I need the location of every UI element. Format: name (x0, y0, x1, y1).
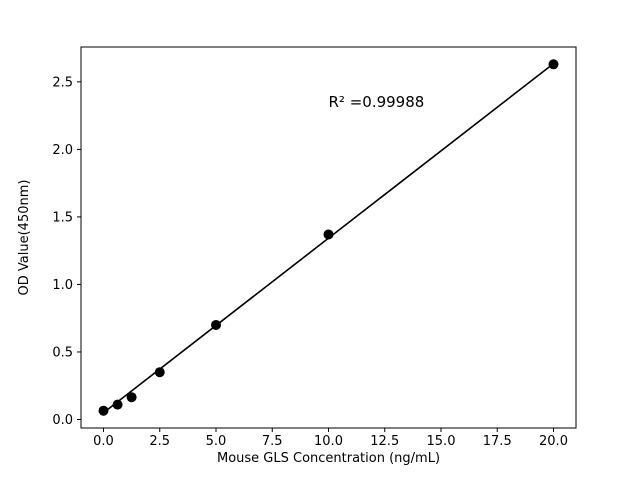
x-axis-label: Mouse GLS Concentration (ng/mL) (217, 451, 440, 466)
data-point (154, 367, 165, 378)
r-squared-annotation: R² =0.99988 (329, 93, 425, 111)
x-tick-label: 7.5 (262, 434, 283, 449)
y-tick-label: 1.0 (52, 278, 73, 293)
x-tick-label: 20.0 (539, 434, 568, 449)
x-tick-label: 5.0 (206, 434, 227, 449)
x-tick-label: 12.5 (370, 434, 399, 449)
y-tick-label: 2.0 (52, 143, 73, 158)
y-tick-label: 2.5 (52, 75, 73, 90)
x-tick-label: 0.0 (93, 434, 114, 449)
y-tick-label: 1.5 (52, 210, 73, 225)
y-tick-label: 0.0 (52, 413, 73, 428)
plot-border (80, 46, 577, 429)
data-point (126, 392, 137, 403)
y-axis-label: OD Value(450nm) (17, 180, 32, 296)
x-tick-label: 2.5 (149, 434, 170, 449)
y-tick-label: 0.5 (52, 345, 73, 360)
data-point (98, 405, 109, 416)
data-point (112, 399, 123, 410)
x-tick-label: 15.0 (427, 434, 456, 449)
x-tick-label: 17.5 (483, 434, 512, 449)
x-tick-label: 10.0 (314, 434, 343, 449)
fit-line (103, 62, 554, 414)
